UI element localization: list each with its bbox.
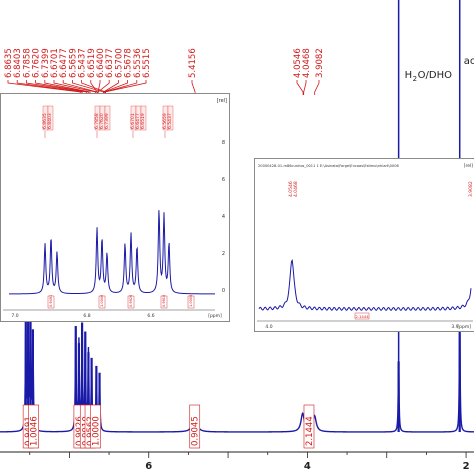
peak-label-13: 6.5678 [124,48,134,78]
integral-value-6: 0.9045 [191,416,201,446]
peak-label-10: 6.6400 [96,48,106,78]
peak-label-8: 6.5437 [78,48,88,78]
left-inset-x-tick-1: 6.8 [83,313,90,319]
integral-value-1: 1.0046 [30,416,40,446]
left-inset-integral-value-3: 0.9910 [162,295,166,307]
right-inset-peak-label-left-1: 4.0468 [293,181,299,197]
left-inset-y-tick-1: 6 [222,177,225,183]
peak-label-11: 6.6377 [105,48,115,78]
right-inset-x-unit: [ppm] [457,324,471,330]
left-inset-y-tick-3: 2 [222,251,225,257]
left-inset-peak-label: 6.7858 [94,113,100,129]
integral-box-1 [28,404,40,449]
left-inset-peak-label: 6.6519 [140,113,146,129]
peak-label-18: 4.0468 [302,48,312,78]
left-inset-plot: [rel] 8 6 4 2 0 6.8635 6.8403 6.7858 6.7620 6.7399… [3,98,227,319]
acetone-annotation: ac [464,56,474,67]
right-inset-header: 20000428-01-m86cunhos_0011 1 E:\Asinata\… [258,164,399,168]
right-inset-units: [rel] [464,163,474,169]
peak-label-layer: 6.8635 6.8403 6.7858 6.7620 6.7399 6.6701 6.64… [4,48,325,95]
integral-value-2: 0.9926 [75,416,85,446]
left-inset-integral-box [160,295,168,309]
peak-label-0: 6.8635 [4,48,14,78]
left-inset-y-tick-2: 4 [222,214,225,220]
peak-label-17: 4.0546 [293,48,303,78]
integral-layer: 0.94911.00460.99260.99100.95621.00000.90… [22,404,315,449]
peak-label-6: 6.6477 [59,48,69,78]
left-inset-x-tick-0: 7.0 [11,313,18,319]
peak-label-1: 6.8403 [13,48,23,78]
left-inset-label-box [140,105,147,131]
left-inset-trace [9,210,215,295]
peak-label-19: 3.9082 [315,48,325,78]
right-inset-zoom: 20000428-01-m86cunhos_0011 1 E:\Asinata\… [254,158,474,332]
left-inset-peak-label: 6.5659 [162,113,168,129]
x-tick-label-0: 6 [145,461,152,472]
left-inset-x-unit: [ppm] [208,313,222,319]
left-inset-label-box [47,105,54,131]
left-inset-integral-box [98,295,106,309]
left-inset-peak-label: 6.7399 [104,113,110,129]
left-inset-integral-box [127,295,135,309]
left-inset-integral-value-2: 0.9926 [129,295,133,307]
annotation-layer: H 2 O/DHO ac [405,56,474,83]
peak-label-9: 6.6519 [87,48,97,78]
right-inset-trace [258,259,472,311]
right-inset-peak-label-right-0: 3.9082 [468,181,474,197]
integral-box-5 [90,404,101,449]
peak-label-15: 6.5515 [142,48,152,78]
peak-label-3: 6.7620 [32,48,42,78]
x-tick-label-1: 4 [304,461,311,472]
left-inset-zoom: [rel] 8 6 4 2 0 6.8635 6.8403 6.7858 6.7620 6.7399… [0,93,230,322]
right-inset-x-tick-0: 4.0 [265,324,272,330]
h2o-annotation-sub: 2 [413,75,417,83]
integral-value-5: 1.0000 [92,416,102,446]
peak-label-4: 6.7399 [41,48,51,78]
left-inset-peak-label: 6.6701 [130,113,136,129]
integral-box-7 [303,404,315,449]
integral-box-6 [189,404,201,449]
peak-label-12: 6.5700 [114,48,124,78]
left-inset-label-box [167,105,174,131]
right-inset-peak-label-left-0: 4.0546 [288,181,294,197]
peak-label-7: 6.5659 [68,48,78,78]
left-inset-peak-label: 6.8635 [42,113,48,129]
x-axis: 6 4 2 [0,451,474,472]
right-inset-integral-box [354,312,370,320]
peak-label-2: 6.7858 [22,48,32,78]
left-inset-integral-box [47,295,55,309]
left-inset-peak-label: 6.5437 [167,113,173,129]
right-inset-integral-value: 2.1444 [355,314,369,319]
x-tick-label-2: 2 [463,461,470,472]
integral-value-7: 2.1444 [305,416,315,446]
left-inset-integral-value-0: 0.9491 [49,295,53,307]
peak-label-14: 6.5536 [133,48,143,78]
left-inset-peak-label: 6.8403 [47,113,53,129]
left-inset-peak-label: 6.7620 [99,113,105,129]
right-inset-plot: 20000428-01-m86cunhos_0011 1 E:\Asinata\… [257,163,474,330]
left-inset-x-tick-2: 6.6 [147,313,154,319]
peak-connector-19 [314,80,320,95]
peak-connector-17 [296,80,304,95]
left-inset-units: [rel] [217,98,227,104]
peak-label-5: 6.6701 [50,48,60,78]
h2o-annotation-text: O/DHO [418,70,452,81]
right-inset-x-tick-1: 3.9 [451,324,458,330]
peak-label-16: 5.4156 [188,48,198,78]
left-inset-peak-label: 6.6477 [135,113,141,129]
left-inset-integral-value-1: 1.0046 [100,295,104,307]
left-inset-y-tick-4: 0 [222,288,225,294]
left-inset-label-box [104,105,111,131]
left-inset-integral-value-4: 1.0000 [189,295,193,307]
left-inset-integral-box [187,295,195,309]
left-inset-y-tick-0: 8 [222,140,225,146]
peak-connector-18 [303,80,307,95]
h2o-annotation-h: H [405,70,413,81]
